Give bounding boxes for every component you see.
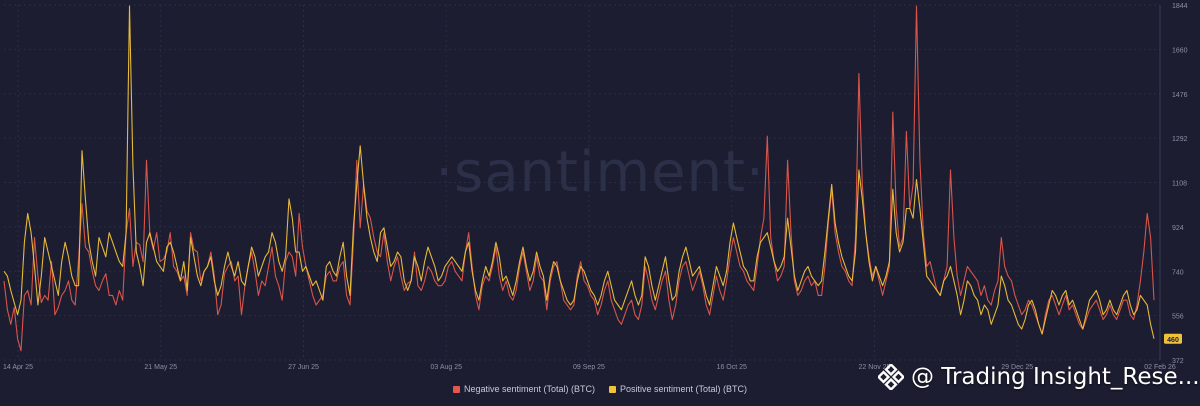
legend-label-negative: Negative sentiment (Total) (BTC) — [463, 384, 595, 394]
last-value-badge — [1164, 333, 1182, 344]
y-tick-label: 924 — [1172, 225, 1184, 232]
x-tick-label: 14 Apr 25 — [3, 364, 33, 371]
chart-legend: Negative sentiment (Total) (BTC) Positiv… — [0, 384, 1200, 394]
series-line-positive — [3, 5, 1155, 339]
legend-swatch-negative — [452, 385, 460, 393]
y-tick-label: 372 — [1172, 358, 1184, 365]
y-tick-label: 1476 — [1172, 92, 1188, 99]
y-tick-label: 1108 — [1172, 181, 1187, 188]
y-tick-label: 1844 — [1172, 3, 1188, 10]
legend-label-positive: Positive sentiment (Total) (BTC) — [620, 384, 748, 394]
x-tick-label: 21 May 25 — [144, 364, 177, 371]
y-tick-label: 1292 — [1172, 136, 1188, 143]
x-tick-label: 16 Oct 25 — [717, 364, 747, 371]
x-tick-label: 29 Dec 25 — [1001, 364, 1033, 371]
y-tick-label: 740 — [1172, 269, 1184, 276]
binance-logo-icon — [878, 364, 904, 390]
x-tick-label: 27 Jun 25 — [288, 364, 319, 371]
x-tick-label: 02 Feb 26 — [1144, 364, 1176, 371]
x-tick-label: 09 Sep 25 — [573, 364, 605, 371]
credit-text: @ Trading Insight_Rese... — [911, 364, 1200, 390]
y-tick-label: 556 — [1172, 314, 1184, 321]
legend-item-negative[interactable]: Negative sentiment (Total) (BTC) — [452, 384, 595, 394]
legend-swatch-positive — [609, 385, 616, 393]
series-line-negative — [3, 5, 1155, 352]
x-tick-label: 22 Nov 25 — [859, 364, 891, 371]
legend-item-positive[interactable]: Positive sentiment (Total) (BTC) — [609, 384, 747, 394]
x-tick-label: 03 Aug 25 — [430, 364, 462, 371]
y-tick-label: 1660 — [1172, 47, 1188, 54]
last-value-label: 460 — [1167, 337, 1179, 344]
credit-badge: @ Trading Insight_Rese... — [878, 364, 1200, 390]
